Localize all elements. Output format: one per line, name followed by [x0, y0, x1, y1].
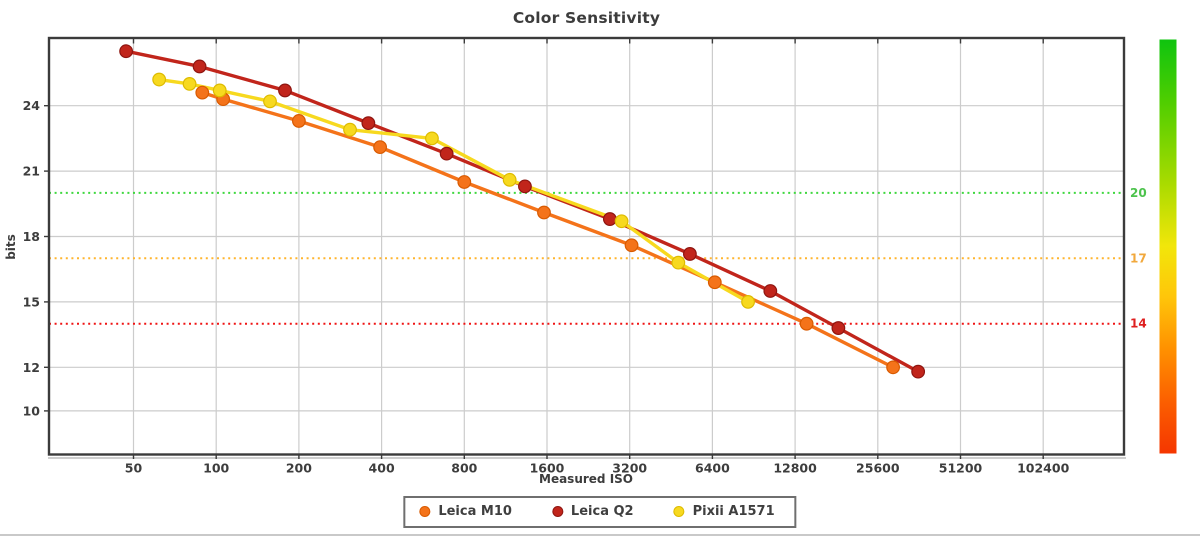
- x-tick-label: 6400: [695, 461, 730, 476]
- legend-marker-icon: [673, 506, 685, 517]
- data-point-leica-q2[interactable]: [278, 83, 292, 98]
- data-point-pixii-a1571[interactable]: [263, 94, 277, 109]
- x-tick-label: 800: [451, 461, 477, 476]
- series-line-leica-q2: [124, 49, 920, 374]
- legend-label: Leica Q2: [570, 504, 634, 519]
- data-point-pixii-a1571[interactable]: [502, 172, 517, 187]
- x-tick-label: 400: [369, 461, 395, 476]
- data-point-leica-q2[interactable]: [119, 44, 134, 59]
- reference-label-14: 14: [1130, 317, 1147, 331]
- legend-item-leica-q2[interactable]: Leica Q2: [551, 504, 634, 519]
- data-point-leica-m10[interactable]: [886, 360, 900, 375]
- data-point-leica-m10[interactable]: [707, 275, 722, 290]
- data-point-leica-m10[interactable]: [799, 316, 814, 331]
- reference-label-20: 20: [1130, 186, 1147, 200]
- data-point-leica-q2[interactable]: [192, 59, 207, 74]
- y-tick-label: 24: [23, 98, 41, 113]
- x-tick-label: 102400: [1017, 461, 1069, 476]
- data-point-leica-m10[interactable]: [373, 140, 387, 155]
- color-sensitivity-chart: 20 17 14 50 100 200 400 800 1600 3200 6400 12800 25…: [4, 36, 1177, 486]
- chart-title: Color Sensitivity: [512, 9, 661, 27]
- data-point-pixii-a1571[interactable]: [152, 72, 167, 87]
- x-tick-label: 25600: [856, 461, 900, 476]
- series-lines: [124, 49, 920, 374]
- data-point-leica-q2[interactable]: [682, 247, 697, 261]
- page-bottom-divider: [0, 534, 1200, 536]
- x-tick-label: 200: [286, 461, 312, 476]
- reference-label-17: 17: [1130, 251, 1147, 265]
- tick-labels: 50 100 200 400 800 1600 3200 6400 12800 25600 5120…: [23, 98, 1070, 475]
- legend-marker-icon: [551, 506, 563, 517]
- data-point-leica-m10[interactable]: [624, 238, 639, 253]
- plot-border: [47, 36, 1126, 456]
- series-points: [119, 44, 926, 379]
- data-point-pixii-a1571[interactable]: [671, 255, 686, 270]
- data-point-leica-q2[interactable]: [361, 116, 376, 131]
- legend-item-leica-m10[interactable]: Leica M10: [419, 504, 512, 519]
- y-tick-label: 10: [23, 403, 41, 418]
- data-point-pixii-a1571[interactable]: [182, 76, 197, 91]
- x-tick-label: 12800: [773, 461, 817, 476]
- data-point-leica-m10[interactable]: [195, 85, 210, 100]
- data-point-pixii-a1571[interactable]: [425, 131, 439, 146]
- series-line-pixii-a1571: [157, 77, 750, 304]
- y-tick-label: 12: [23, 360, 40, 375]
- data-point-pixii-a1571[interactable]: [212, 83, 227, 98]
- quality-scale-gradient-bar: [1159, 39, 1177, 454]
- gridlines: [49, 38, 1124, 455]
- x-axis-title: Measured ISO: [539, 472, 633, 486]
- legend-item-pixii-a1571[interactable]: Pixii A1571: [673, 504, 775, 519]
- y-axis-title: bits: [4, 234, 18, 260]
- legend-label: Leica M10: [438, 504, 512, 519]
- data-point-leica-m10[interactable]: [292, 114, 306, 128]
- y-tick-label: 21: [23, 164, 40, 179]
- series-line-leica-m10: [200, 90, 895, 369]
- legend-label: Pixii A1571: [692, 504, 775, 519]
- data-point-leica-q2[interactable]: [911, 364, 926, 379]
- chart-legend: Leica M10 Leica Q2 Pixii A1571: [403, 496, 797, 528]
- x-tick-label: 100: [203, 461, 229, 476]
- data-point-leica-q2[interactable]: [518, 179, 532, 194]
- y-tick-label: 18: [23, 229, 40, 244]
- data-point-leica-q2[interactable]: [763, 284, 778, 298]
- y-tick-label: 15: [23, 294, 40, 309]
- data-point-leica-q2[interactable]: [602, 212, 617, 226]
- data-point-pixii-a1571[interactable]: [741, 295, 755, 309]
- data-point-pixii-a1571[interactable]: [614, 214, 629, 229]
- legend-marker-icon: [419, 506, 431, 517]
- x-tick-label: 3200: [612, 461, 647, 476]
- x-tick-label: 51200: [939, 461, 983, 476]
- data-point-leica-m10[interactable]: [457, 175, 472, 189]
- data-point-leica-m10[interactable]: [537, 205, 551, 220]
- x-tick-label: 50: [125, 461, 143, 476]
- plot-frame: [44, 36, 1126, 459]
- reference-lines: 20 17 14: [49, 186, 1147, 331]
- data-point-leica-q2[interactable]: [439, 146, 454, 161]
- x-tick-label: 1600: [530, 461, 565, 476]
- data-point-leica-q2[interactable]: [831, 321, 846, 335]
- data-point-pixii-a1571[interactable]: [343, 122, 357, 137]
